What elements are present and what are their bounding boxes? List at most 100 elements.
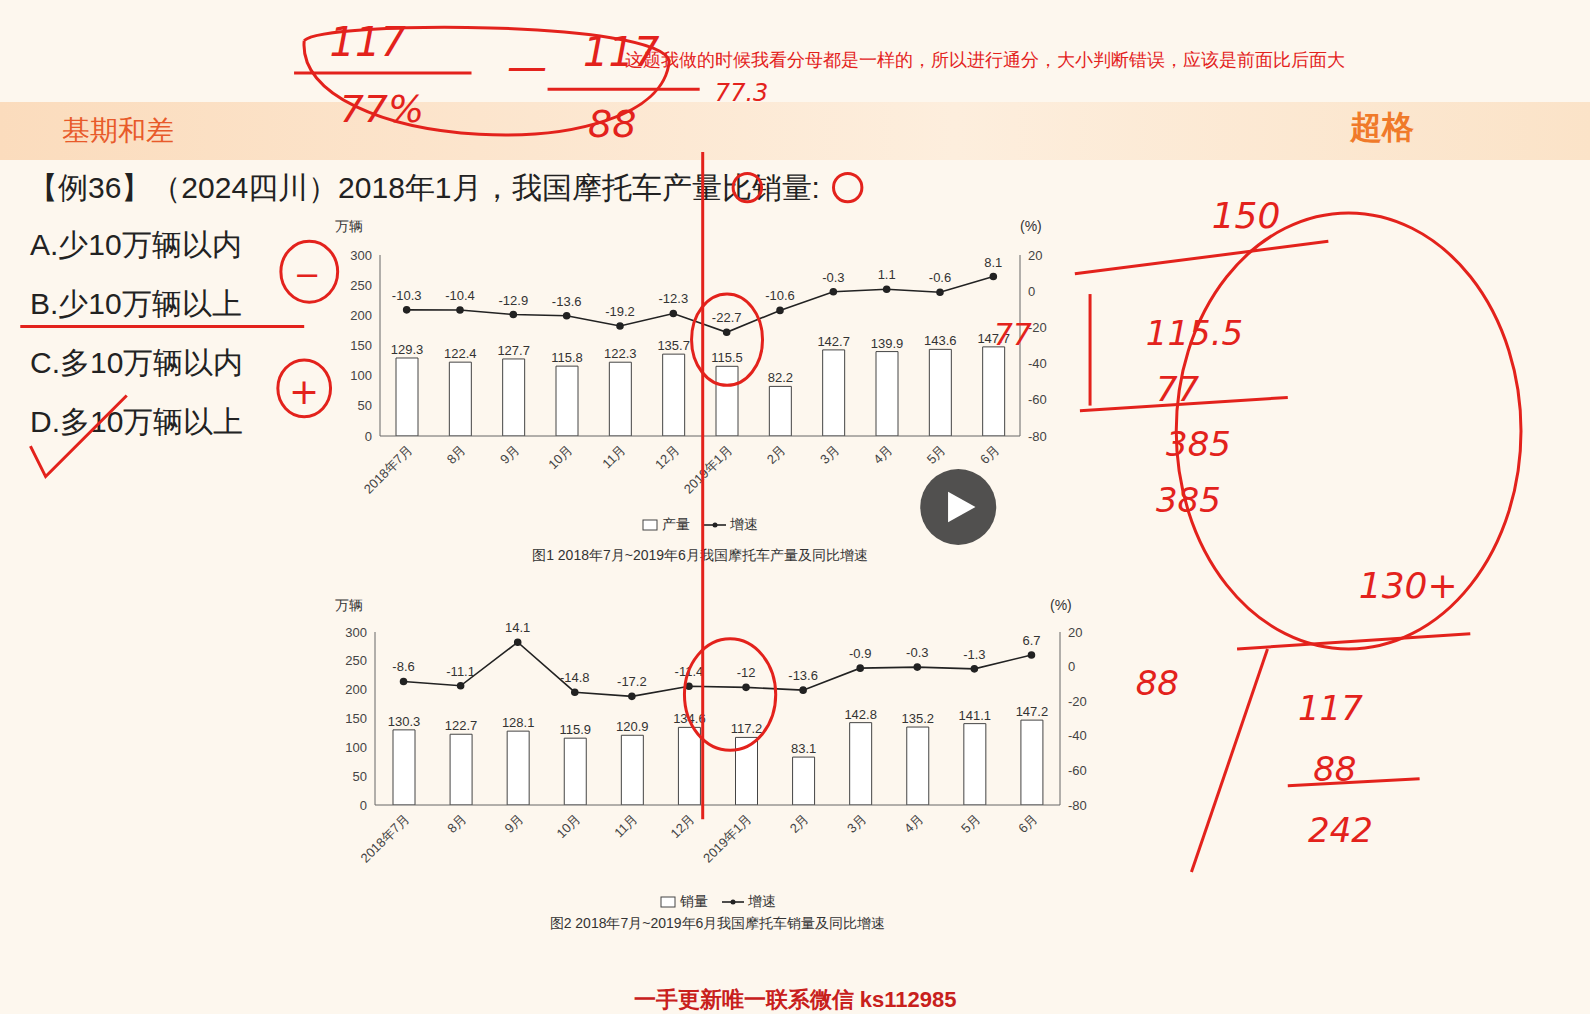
svg-text:8.1: 8.1 [984, 255, 1002, 270]
svg-text:50: 50 [353, 769, 367, 784]
svg-text:150: 150 [350, 338, 372, 353]
svg-text:-17.2: -17.2 [617, 674, 647, 689]
svg-text:-14.8: -14.8 [560, 670, 590, 685]
svg-text:128.1: 128.1 [502, 715, 535, 730]
svg-text:11月: 11月 [611, 811, 640, 840]
svg-text:115.9: 115.9 [559, 722, 591, 737]
svg-text:5月: 5月 [958, 811, 983, 836]
svg-text:242: 242 [1308, 810, 1373, 850]
svg-text:88: 88 [1136, 663, 1179, 703]
svg-text:—: — [507, 44, 547, 90]
svg-text:141.1: 141.1 [959, 708, 992, 723]
svg-text:0: 0 [365, 429, 372, 444]
svg-text:250: 250 [350, 278, 372, 293]
svg-text:-13.6: -13.6 [552, 294, 582, 309]
svg-text:-10.6: -10.6 [765, 288, 795, 303]
svg-text:142.7: 142.7 [817, 334, 850, 349]
svg-text:-12.3: -12.3 [659, 291, 689, 306]
svg-text:300: 300 [350, 248, 372, 263]
svg-text:147.2: 147.2 [1016, 704, 1049, 719]
svg-text:115.5: 115.5 [711, 350, 743, 365]
svg-text:143.6: 143.6 [924, 333, 957, 348]
svg-text:2月: 2月 [787, 811, 812, 836]
svg-text:-40: -40 [1068, 728, 1087, 743]
svg-text:130.3: 130.3 [388, 714, 421, 729]
svg-text:150: 150 [345, 711, 367, 726]
svg-text:14.1: 14.1 [505, 620, 530, 635]
svg-text:135.7: 135.7 [657, 338, 690, 353]
svg-text:100: 100 [345, 740, 367, 755]
svg-text:88: 88 [1313, 749, 1356, 789]
svg-text:-0.9: -0.9 [849, 646, 871, 661]
svg-text:-8.6: -8.6 [392, 659, 414, 674]
svg-text:3月: 3月 [844, 811, 869, 836]
svg-text:+: + [289, 371, 319, 412]
svg-text:385: 385 [1156, 480, 1221, 520]
svg-text:0: 0 [360, 798, 367, 813]
svg-text:300: 300 [345, 625, 367, 640]
svg-text:150: 150 [1212, 195, 1281, 236]
svg-text:-13.6: -13.6 [788, 668, 818, 683]
svg-text:-19.2: -19.2 [605, 304, 635, 319]
svg-text:2018年7月: 2018年7月 [358, 811, 413, 866]
svg-text:115.5: 115.5 [1146, 313, 1243, 353]
svg-text:-20: -20 [1068, 694, 1087, 709]
svg-text:2月: 2月 [764, 442, 789, 467]
svg-text:-60: -60 [1068, 763, 1087, 778]
svg-text:77.3: 77.3 [715, 79, 768, 107]
svg-text:-0.3: -0.3 [906, 645, 928, 660]
svg-text:12月: 12月 [652, 442, 682, 472]
svg-text:-0.6: -0.6 [929, 270, 951, 285]
svg-text:82.2: 82.2 [768, 370, 793, 385]
svg-text:139.9: 139.9 [871, 336, 904, 351]
svg-text:6.7: 6.7 [1022, 633, 1040, 648]
svg-text:122.7: 122.7 [445, 718, 478, 733]
svg-text:100: 100 [350, 368, 372, 383]
svg-text:8月: 8月 [444, 811, 469, 836]
svg-text:12月: 12月 [668, 811, 698, 841]
svg-text:50: 50 [358, 398, 372, 413]
svg-text:250: 250 [345, 653, 367, 668]
svg-text:4月: 4月 [901, 811, 926, 836]
svg-text:-11.1: -11.1 [446, 664, 475, 679]
svg-text:134.6: 134.6 [673, 711, 706, 726]
svg-text:0: 0 [1068, 659, 1075, 674]
svg-text:117: 117 [1298, 688, 1363, 728]
svg-text:88: 88 [588, 102, 636, 146]
svg-text:4月: 4月 [870, 442, 895, 467]
svg-text:-80: -80 [1068, 798, 1087, 813]
svg-text:2019年1月: 2019年1月 [700, 811, 755, 866]
svg-text:77: 77 [1156, 369, 1200, 409]
svg-text:11月: 11月 [599, 442, 628, 471]
svg-text:127.7: 127.7 [497, 343, 530, 358]
svg-text:117.2: 117.2 [731, 721, 763, 736]
svg-text:2018年7月: 2018年7月 [361, 442, 416, 497]
svg-text:5月: 5月 [924, 442, 949, 467]
svg-text:147.7: 147.7 [977, 331, 1010, 346]
svg-text:200: 200 [345, 682, 367, 697]
svg-text:−: − [294, 256, 321, 294]
svg-text:10月: 10月 [553, 811, 583, 841]
svg-text:1.1: 1.1 [878, 267, 896, 282]
svg-text:-60: -60 [1028, 392, 1047, 407]
svg-text:122.4: 122.4 [444, 346, 477, 361]
svg-text:9月: 9月 [497, 442, 522, 467]
svg-text:9月: 9月 [501, 811, 526, 836]
svg-text:20: 20 [1068, 625, 1082, 640]
svg-text:385: 385 [1166, 424, 1231, 464]
svg-text:120.9: 120.9 [616, 719, 649, 734]
svg-text:200: 200 [350, 308, 372, 323]
svg-text:77: 77 [994, 317, 1032, 352]
svg-text:-10.3: -10.3 [392, 288, 422, 303]
svg-text:-11.4: -11.4 [675, 664, 704, 679]
svg-text:135.2: 135.2 [901, 711, 934, 726]
svg-text:-1.3: -1.3 [963, 647, 985, 662]
svg-text:3月: 3月 [817, 442, 842, 467]
svg-text:0: 0 [1028, 284, 1035, 299]
svg-text:142.8: 142.8 [844, 707, 877, 722]
svg-text:-80: -80 [1028, 429, 1047, 444]
svg-text:6月: 6月 [977, 442, 1002, 467]
svg-text:129.3: 129.3 [391, 342, 424, 357]
svg-text:115.8: 115.8 [551, 350, 583, 365]
svg-text:77%: 77% [340, 87, 424, 131]
